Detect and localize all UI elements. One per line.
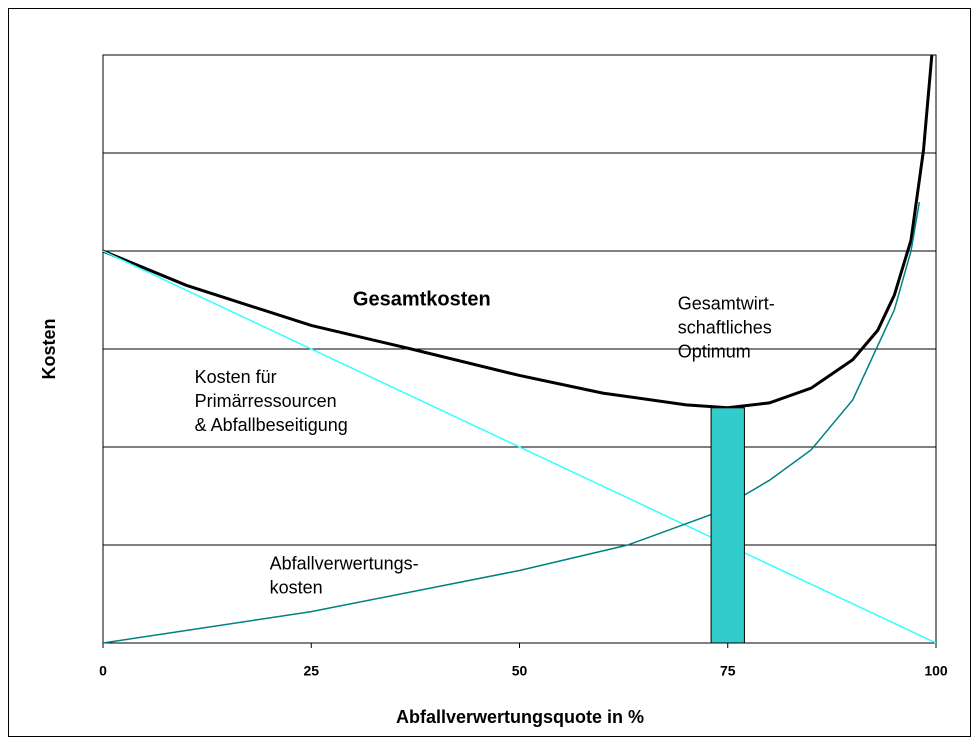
y-axis-title: Kosten [39, 318, 59, 379]
annotation: Abfallverwertungs- [270, 553, 419, 573]
x-tick-label: 25 [303, 663, 319, 679]
annotation: kosten [270, 577, 323, 597]
annotation: schaftliches [678, 318, 772, 338]
line-series [102, 54, 934, 410]
x-tick-label: 0 [99, 663, 107, 679]
x-tick-label: 100 [924, 663, 948, 679]
line-series [102, 250, 937, 644]
annotation: Primärressourcen [195, 391, 337, 411]
outer-frame [8, 8, 971, 737]
annotation: & Abfallbeseitigung [195, 415, 348, 435]
annotation: Optimum [678, 342, 751, 362]
annotation: Kosten für [195, 367, 277, 387]
annotation: Gesamtkosten [353, 288, 491, 310]
optimum-bar [710, 407, 745, 644]
x-axis-title: Abfallverwertungsquote in % [396, 707, 644, 727]
x-tick-label: 75 [720, 663, 736, 679]
x-tick-label: 50 [512, 663, 528, 679]
line-series [102, 201, 921, 644]
annotation: Gesamtwirt- [678, 294, 775, 314]
